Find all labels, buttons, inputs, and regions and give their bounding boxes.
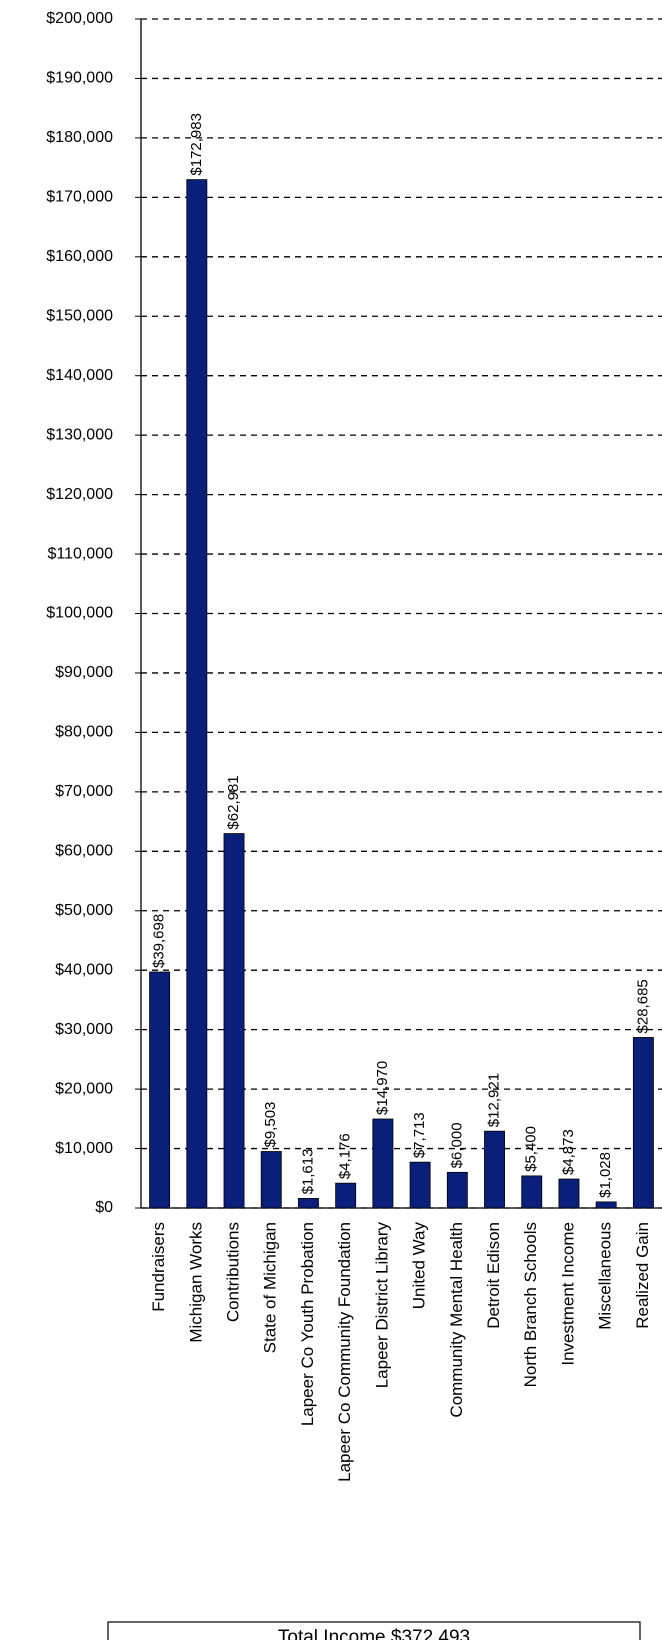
bar xyxy=(446,1171,468,1209)
value-label: $12,921 xyxy=(486,1073,503,1127)
y-tick-label: $160,000 xyxy=(46,248,113,265)
bar xyxy=(298,1198,319,1209)
value-label: $4,873 xyxy=(560,1129,577,1175)
bar xyxy=(260,1151,282,1209)
value-label: $4,176 xyxy=(337,1133,354,1179)
y-tick-label: $70,000 xyxy=(55,783,113,800)
bar xyxy=(372,1118,394,1209)
y-tick-label: $120,000 xyxy=(46,486,113,503)
y-tick-label: $100,000 xyxy=(46,605,113,622)
value-label: $1,613 xyxy=(299,1149,316,1195)
y-tick-label: $10,000 xyxy=(55,1140,113,1157)
y-tick-label: $80,000 xyxy=(55,724,113,741)
value-label: $28,685 xyxy=(634,979,651,1033)
value-label: $39,698 xyxy=(151,914,168,968)
y-tick-label: $130,000 xyxy=(46,426,113,443)
total-box xyxy=(107,1621,641,1640)
value-label: $14,970 xyxy=(374,1061,391,1115)
y-tick-label: $110,000 xyxy=(47,545,113,562)
y-tick-label: $90,000 xyxy=(55,664,113,681)
y-tick-label: $170,000 xyxy=(46,189,113,206)
bar xyxy=(632,1037,654,1209)
x-tick-label: Realized Gain xyxy=(633,1222,652,1329)
value-label: $1,028 xyxy=(597,1152,614,1198)
x-tick-label: Michigan Works xyxy=(186,1222,205,1343)
y-tick-label: $190,000 xyxy=(46,70,113,87)
value-label: $62,981 xyxy=(225,775,242,829)
x-tick-label: Lapeer District Library xyxy=(372,1222,391,1389)
x-tick-label: Contributions xyxy=(224,1222,243,1322)
bar xyxy=(223,833,245,1209)
total-income: Total Income $372,493 xyxy=(278,1627,470,1640)
bar xyxy=(409,1161,431,1209)
y-tick-label: $60,000 xyxy=(55,843,113,860)
x-tick-label: Detroit Edison xyxy=(484,1222,503,1329)
value-label: $172,983 xyxy=(188,113,205,176)
bar xyxy=(521,1175,543,1209)
x-tick-label: Lapeer Co Youth Probation xyxy=(298,1222,317,1426)
y-tick-label: $150,000 xyxy=(46,307,113,324)
x-tick-label: State of Michigan xyxy=(261,1222,280,1353)
bar xyxy=(558,1178,580,1209)
x-tick-label: United Way xyxy=(410,1222,429,1310)
y-tick-label: $30,000 xyxy=(55,1021,113,1038)
y-tick-label: $20,000 xyxy=(55,1080,113,1097)
y-tick-label: $200,000 xyxy=(46,10,113,27)
value-label: $9,503 xyxy=(262,1102,279,1148)
y-tick-label: $140,000 xyxy=(46,367,113,384)
x-tick-label: Fundraisers xyxy=(149,1222,168,1312)
y-tick-label: $50,000 xyxy=(55,902,113,919)
x-tick-label: North Branch Schools xyxy=(521,1222,540,1387)
y-tick-label: $40,000 xyxy=(55,961,113,978)
value-label: $5,400 xyxy=(523,1126,540,1172)
y-tick-label: $180,000 xyxy=(46,129,113,146)
bar xyxy=(186,179,208,1209)
value-label: $6,000 xyxy=(448,1122,465,1168)
x-tick-label: Community Mental Health xyxy=(447,1222,466,1418)
bar xyxy=(484,1130,505,1209)
x-tick-label: Investment Income xyxy=(558,1222,577,1366)
x-tick-label: Miscellaneous xyxy=(596,1222,615,1330)
value-label: $7,713 xyxy=(411,1112,428,1158)
bar xyxy=(335,1182,357,1209)
bar xyxy=(595,1201,617,1209)
bar xyxy=(149,971,171,1209)
x-tick-label: Lapeer Co Community Foundation xyxy=(335,1222,354,1482)
y-tick-label: $0 xyxy=(95,1199,113,1216)
